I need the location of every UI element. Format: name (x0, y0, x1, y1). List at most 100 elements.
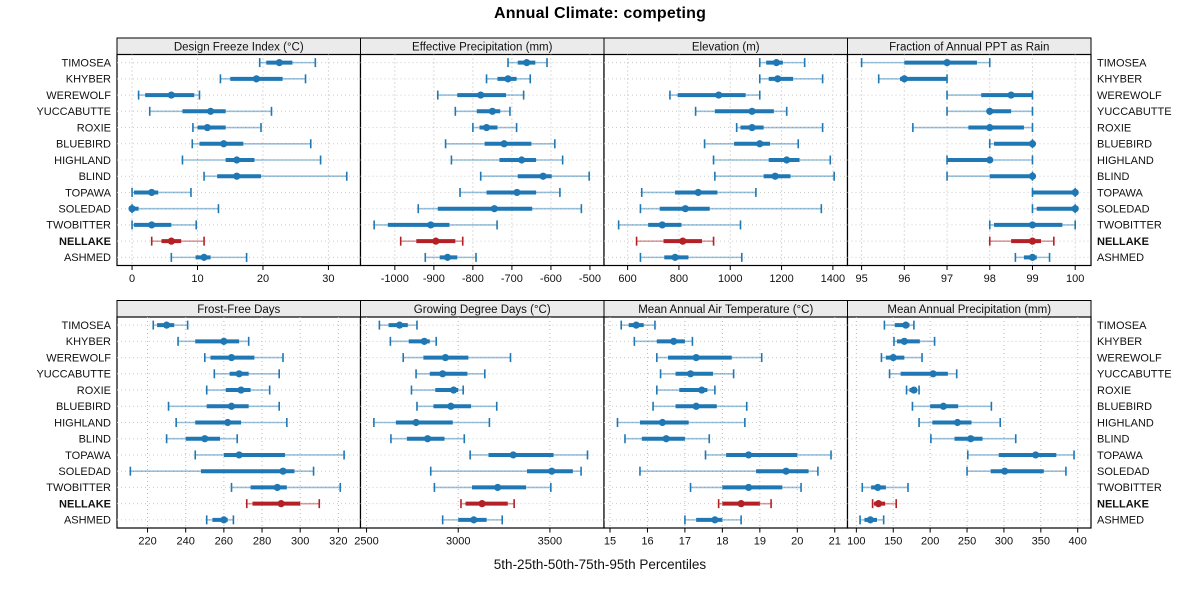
median-dot (523, 59, 531, 67)
median-dot (681, 205, 689, 213)
median-dot (1028, 140, 1037, 148)
x-tick-label: 17 (679, 536, 691, 548)
site-label-left: BLUEBIRD (56, 401, 111, 413)
site-label-right: YUCCABUTTE (1097, 106, 1172, 118)
panel-strip-label: Growing Degree Days (°C) (414, 304, 551, 316)
x-tick-label: 1200 (769, 273, 793, 285)
x-tick-label: 3000 (446, 536, 470, 548)
x-tick-label: 240 (177, 536, 195, 548)
x-tick-label: 400 (1069, 536, 1087, 548)
median-dot (277, 500, 285, 508)
median-dot (504, 75, 512, 83)
median-dot (412, 418, 420, 427)
x-tick-label: -900 (423, 273, 445, 285)
x-tick-label: 260 (215, 536, 233, 548)
median-dot (220, 516, 228, 524)
median-dot (967, 435, 975, 443)
median-dot (698, 386, 706, 394)
x-tick-label: 95 (855, 273, 867, 285)
site-label-right: TWOBITTER (1097, 220, 1162, 232)
site-label-right: YUCCABUTTE (1097, 369, 1172, 381)
median-dot (748, 123, 756, 132)
site-label-left: TWOBITTER (46, 220, 111, 232)
x-tick-label: 200 (921, 536, 939, 548)
median-dot (737, 500, 745, 508)
site-label-left: BLIND (79, 171, 111, 183)
median-dot (237, 386, 245, 394)
x-tick-label: 16 (641, 536, 653, 548)
x-axis-caption: 5th-25th-50th-75th-95th Percentiles (493, 557, 707, 572)
median-dot (478, 500, 486, 508)
median-dot (692, 402, 700, 410)
x-tick-label: -1000 (381, 273, 409, 285)
site-label-right: TWOBITTER (1097, 482, 1162, 494)
median-dot (227, 402, 236, 410)
median-dot (494, 483, 502, 492)
x-tick-label: 280 (253, 536, 271, 548)
x-tick-label: 100 (847, 536, 865, 548)
site-label-left: ROXIE (77, 385, 111, 397)
site-label-left: WEREWOLF (46, 352, 111, 364)
site-label-right: TIMOSEA (1097, 320, 1147, 332)
median-dot (148, 221, 156, 229)
median-dot (148, 188, 156, 197)
site-label-right: ASHMED (1097, 252, 1144, 264)
site-label-left: YUCCABUTTE (36, 106, 111, 118)
median-dot (632, 321, 640, 329)
panel-strip-label: Mean Annual Air Temperature (°C) (638, 304, 813, 316)
x-tick-label: 150 (884, 536, 902, 548)
site-label-right: ROXIE (1097, 122, 1131, 134)
panel-strip-label: Fraction of Annual PPT as Rain (889, 41, 1049, 53)
site-label-right: ASHMED (1097, 515, 1144, 527)
site-label-left: KHYBER (66, 74, 111, 86)
site-label-right: TOPAWA (1097, 450, 1144, 462)
median-dot (745, 451, 753, 459)
x-tick-label: 250 (958, 536, 976, 548)
median-dot (477, 91, 485, 99)
site-label-left: HIGHLAND (54, 155, 111, 167)
x-tick-label: 350 (1032, 536, 1050, 548)
median-dot (670, 337, 678, 345)
median-dot (447, 402, 455, 410)
median-dot (694, 188, 702, 197)
median-dot (235, 451, 243, 459)
site-label-left: BLIND (79, 434, 111, 446)
site-label-left: TOPAWA (65, 187, 112, 199)
x-tick-label: -700 (501, 273, 523, 285)
median-dot (509, 451, 517, 459)
median-dot (450, 386, 458, 394)
median-dot (1001, 467, 1009, 475)
median-dot (874, 483, 882, 492)
median-dot (207, 107, 215, 115)
median-dot (490, 205, 498, 213)
median-dot (662, 435, 670, 443)
x-tick-label: 1400 (821, 273, 845, 285)
median-dot (771, 172, 779, 180)
median-dot (745, 483, 753, 492)
site-label-left: ASHMED (64, 252, 111, 264)
median-dot (200, 253, 208, 261)
median-dot (889, 353, 897, 362)
x-tick-label: 30 (322, 273, 334, 285)
median-dot (986, 107, 994, 115)
site-label-left: TIMOSEA (61, 57, 111, 69)
x-tick-label: 300 (995, 536, 1013, 548)
median-dot (227, 353, 236, 362)
median-dot (395, 321, 404, 329)
median-dot (439, 370, 447, 378)
x-tick-label: 19 (754, 536, 766, 548)
median-dot (874, 500, 883, 508)
median-dot (866, 516, 874, 524)
median-dot (167, 91, 175, 99)
median-dot (167, 237, 175, 245)
site-label-left: SOLEDAD (58, 466, 111, 478)
x-tick-label: 600 (618, 273, 636, 285)
median-dot (233, 156, 241, 164)
x-tick-label: 20 (257, 273, 269, 285)
site-label-left: TOPAWA (65, 450, 112, 462)
x-tick-label: 1000 (718, 273, 742, 285)
x-tick-label: 20 (791, 536, 803, 548)
site-label-left: YUCCABUTTE (36, 369, 111, 381)
site-label-right: SOLEDAD (1097, 466, 1150, 478)
